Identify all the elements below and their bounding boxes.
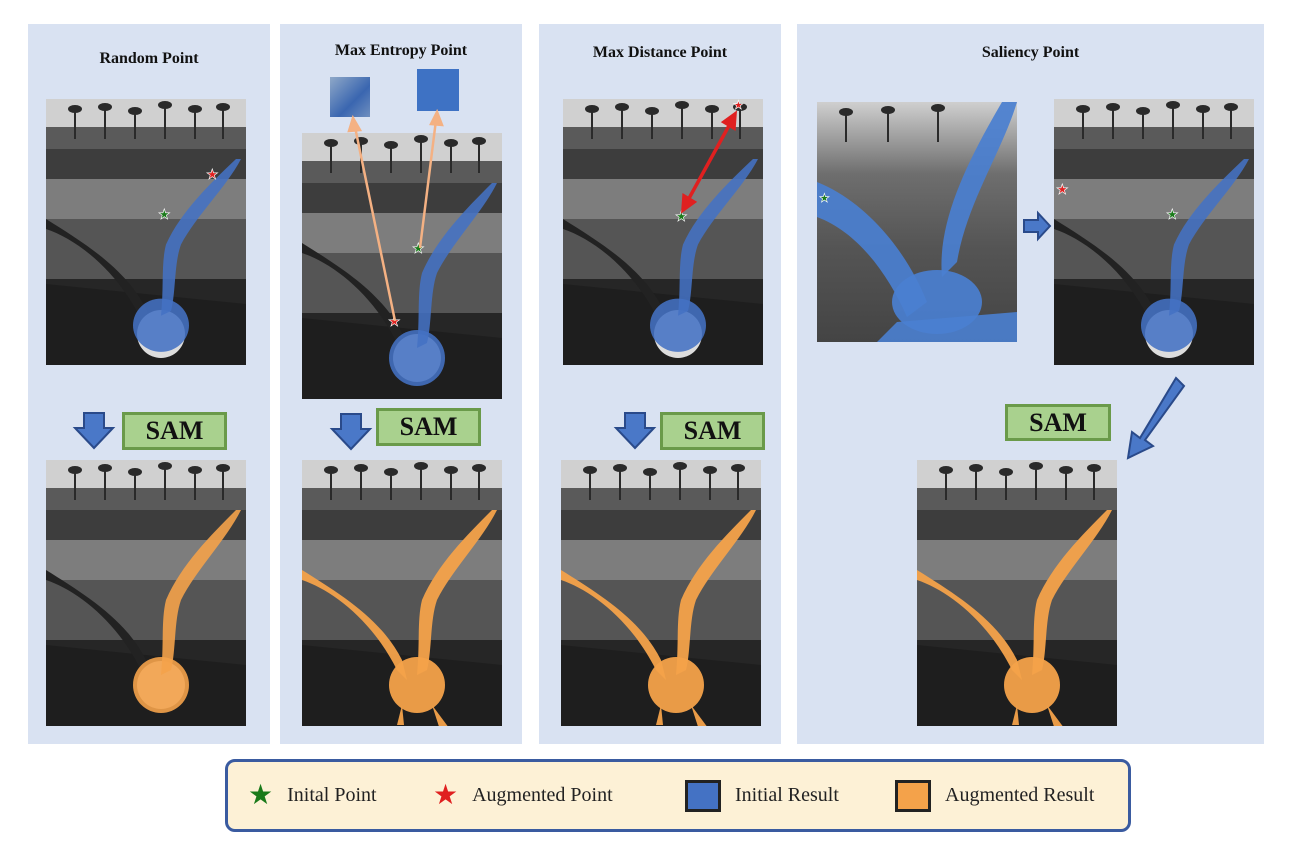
- bird-image-result: [302, 460, 502, 726]
- bird-image-initial: ★ ★: [302, 133, 502, 399]
- initial-point-star: ★: [158, 208, 171, 223]
- bird-image-initial: ★ ★: [46, 99, 246, 365]
- orange-swatch-icon: [895, 779, 931, 812]
- augmented-point-star: ★: [206, 168, 219, 183]
- legend: ★ Inital Point ★ Augmented Point Initial…: [225, 759, 1131, 832]
- legend-label: Inital Point: [287, 784, 377, 806]
- legend-item-augmented-result: Augmented Result: [895, 762, 1094, 829]
- bird-image-initial: ★ ★: [563, 99, 763, 365]
- augmented-point-star: ★: [388, 315, 401, 330]
- legend-item-augmented-point: ★ Augmented Point: [433, 762, 613, 829]
- legend-label: Augmented Result: [945, 784, 1095, 806]
- panel-title: Random Point: [99, 50, 199, 67]
- augmented-point-star: ★: [733, 99, 744, 112]
- sam-label: SAM: [376, 408, 481, 446]
- green-star-icon: ★: [248, 779, 274, 811]
- red-star-icon: ★: [433, 779, 459, 811]
- legend-label: Initial Result: [735, 784, 839, 806]
- panel-title: Saliency Point: [981, 44, 1080, 61]
- legend-label: Augmented Point: [472, 784, 613, 806]
- panel-title: Max Entropy Point: [334, 42, 468, 59]
- sam-label: SAM: [122, 412, 227, 450]
- initial-point-star: ★: [675, 210, 688, 225]
- bird-image-result: [46, 460, 246, 726]
- legend-item-initial-result: Initial Result: [685, 762, 839, 829]
- panel-title: Max Distance Point: [592, 44, 728, 61]
- initial-point-star: ★: [819, 191, 830, 205]
- blue-swatch-icon: [685, 779, 721, 812]
- bird-image-result: [917, 460, 1117, 726]
- entropy-patch-2: [417, 69, 459, 111]
- legend-item-initial-point: ★ Inital Point: [248, 762, 377, 829]
- sam-label: SAM: [660, 412, 765, 450]
- sam-label: SAM: [1005, 404, 1111, 441]
- augmented-point-star: ★: [1056, 183, 1069, 198]
- entropy-patch-1: [330, 77, 370, 117]
- bird-image-initial: ★ ★: [1054, 99, 1254, 365]
- bird-image-result: [561, 460, 761, 726]
- saliency-map-image: ★: [817, 102, 1017, 342]
- initial-point-star: ★: [412, 242, 425, 257]
- initial-point-star: ★: [1166, 208, 1179, 223]
